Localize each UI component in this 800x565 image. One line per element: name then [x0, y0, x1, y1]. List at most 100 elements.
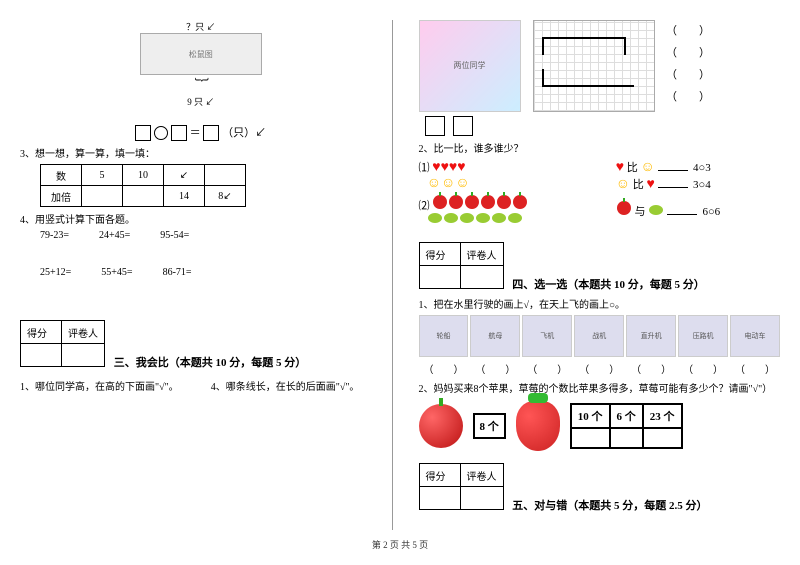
- opt-blank[interactable]: [643, 428, 682, 448]
- fill-box[interactable]: [203, 125, 219, 141]
- score-row3: 得分 评卷人 五、对与错（本题共 5 分，每题 2.5 分）: [419, 457, 781, 513]
- q2-sub2: ⑵ 与 6○6: [419, 195, 781, 226]
- equation-row: ＝ （只）↙: [111, 124, 291, 141]
- cmp-fill: 3○4: [693, 179, 711, 191]
- vehicle-strip: 轮船 航母 飞机 战机 直升机 压路机 电动车: [419, 315, 781, 357]
- cell: 8↙: [205, 186, 246, 207]
- score-cell[interactable]: [419, 487, 460, 510]
- sub-label: ⑴: [419, 162, 430, 174]
- cmp-fill: 6○6: [702, 206, 720, 218]
- score-row: 得分 评卷人 三、我会比（本题共 10 分，每题 5 分）: [20, 314, 382, 370]
- paren-column: （ ） （ ） （ ） （ ）: [666, 20, 710, 108]
- expr: 79-23=: [40, 230, 69, 241]
- check-box[interactable]: [425, 116, 445, 136]
- paren[interactable]: （ ）: [626, 361, 676, 376]
- squirrel-image: 松鼠图: [140, 33, 262, 75]
- cmp-fill: 4○3: [693, 162, 711, 174]
- fruit-row: 8 个 10 个 6 个 23 个: [419, 401, 781, 451]
- paren[interactable]: （ ）: [470, 361, 520, 376]
- paren[interactable]: （ ）: [574, 361, 624, 376]
- reviewer-label: 评卷人: [460, 243, 503, 266]
- expr: 24+45=: [99, 230, 130, 241]
- smile-icon: ☺☺☺: [427, 176, 470, 191]
- cell[interactable]: [82, 186, 123, 207]
- page-columns: ？只 ↙ 松鼠图 ︸ 9 只 ↙ ＝ （只）↙ 3、想一想，算一算，填一填： 数…: [20, 20, 780, 530]
- sec3-questions: 1、哪位同学高，在高的下面画"√"。 4、哪条线长，在长的后面画"√"。: [20, 374, 382, 397]
- vehicle-item: 轮船: [419, 315, 469, 357]
- paren[interactable]: （ ）: [666, 20, 710, 42]
- mango-icon: [649, 205, 663, 215]
- reviewer-cell[interactable]: [460, 266, 503, 289]
- compare-line: ♥ 比 ☺ 4○3: [616, 159, 780, 176]
- vehicle-item: 直升机: [626, 315, 676, 357]
- brace: ︸: [111, 75, 291, 95]
- blank[interactable]: [667, 204, 697, 215]
- equals: ＝: [190, 127, 201, 139]
- vehicle-paren-row: （ ） （ ） （ ） （ ） （ ） （ ） （ ）: [419, 361, 781, 376]
- grid-path-1: [542, 37, 626, 55]
- paren[interactable]: （ ）: [666, 86, 710, 108]
- heart-icon: ♥: [616, 160, 624, 175]
- cell[interactable]: [123, 186, 164, 207]
- sub-label: ⑵: [419, 200, 430, 212]
- q4-row1: 79-23= 24+45= 95-54=: [40, 230, 382, 241]
- score-cell[interactable]: [419, 266, 460, 289]
- smile-icon: ☺: [616, 177, 630, 192]
- opt[interactable]: 6 个: [610, 404, 643, 428]
- paren[interactable]: （ ）: [419, 361, 469, 376]
- opt-blank[interactable]: [610, 428, 643, 448]
- reviewer-cell[interactable]: [62, 344, 105, 367]
- compare-line: 与 6○6: [616, 201, 780, 219]
- fill-box[interactable]: [135, 125, 151, 141]
- expr: 86-71=: [163, 267, 192, 278]
- check-box[interactable]: [453, 116, 473, 136]
- op-circle[interactable]: [154, 126, 168, 140]
- unit-label: （只）↙: [222, 127, 266, 139]
- score-row2: 得分 评卷人 四、选一选（本题共 10 分，每题 5 分）: [419, 236, 781, 292]
- left-column: ？只 ↙ 松鼠图 ︸ 9 只 ↙ ＝ （只）↙ 3、想一想，算一算，填一填： 数…: [20, 20, 393, 530]
- opt[interactable]: 23 个: [643, 404, 682, 428]
- vehicle-item: 飞机: [522, 315, 572, 357]
- q2-sub1: ⑴ ♥♥♥♥ ☺☺☺ ♥ 比 ☺ 4○3 ☺ 比 ♥ 3○4: [419, 159, 781, 193]
- section4-title: 四、选一选（本题共 10 分，每题 5 分）: [512, 279, 705, 291]
- paren[interactable]: （ ）: [678, 361, 728, 376]
- section5-title: 五、对与错（本题共 5 分，每题 2.5 分）: [512, 500, 707, 512]
- mango-row: [427, 214, 523, 226]
- heart-icon: ♥♥♥♥: [432, 160, 465, 175]
- score-table: 得分 评卷人: [419, 463, 504, 510]
- kids-image: 两位同学: [419, 20, 521, 112]
- opt-blank[interactable]: [571, 428, 610, 448]
- blank[interactable]: [658, 177, 688, 188]
- squirrel-bottom-label: 9 只 ↙: [111, 95, 291, 108]
- options-table: 10 个 6 个 23 个: [570, 403, 683, 449]
- sec4-q2: 2、妈妈买来8个苹果，草莓的个数比苹果多得多，草莓可能有多少个？请画"√"）: [419, 380, 781, 395]
- fill-box[interactable]: [171, 125, 187, 141]
- line-grid: [533, 20, 655, 112]
- sec4-q1: 1、把在水里行驶的画上√，在天上飞的画上○。: [419, 296, 781, 311]
- paren[interactable]: （ ）: [666, 64, 710, 86]
- row-label: 数: [41, 165, 82, 186]
- vehicle-item: 压路机: [678, 315, 728, 357]
- cmp-word: 比: [633, 179, 644, 191]
- sec3-q4: 4、哪条线长，在长的后面画"√"。: [211, 378, 382, 393]
- score-table: 得分 评卷人: [419, 242, 504, 289]
- heart-icon: ♥: [646, 177, 654, 192]
- cell[interactable]: [205, 165, 246, 186]
- score-label: 得分: [419, 243, 460, 266]
- apple-row: [432, 200, 528, 212]
- paren[interactable]: （ ）: [730, 361, 780, 376]
- reviewer-cell[interactable]: [460, 487, 503, 510]
- paren[interactable]: （ ）: [666, 42, 710, 64]
- opt[interactable]: 10 个: [571, 404, 610, 428]
- strawberry-image: [516, 401, 560, 451]
- score-table: 得分 评卷人: [20, 320, 105, 367]
- score-label: 得分: [21, 321, 62, 344]
- cmp-word: 与: [634, 206, 645, 218]
- score-cell[interactable]: [21, 344, 62, 367]
- blank[interactable]: [658, 160, 688, 171]
- paren[interactable]: （ ）: [522, 361, 572, 376]
- row-label: 加倍: [41, 186, 82, 207]
- q3-title: 3、想一想，算一算，填一填：: [20, 145, 382, 160]
- q3-table: 数 5 10 ↙ 加倍 14 8↙: [40, 164, 246, 207]
- vehicle-item: 电动车: [730, 315, 780, 357]
